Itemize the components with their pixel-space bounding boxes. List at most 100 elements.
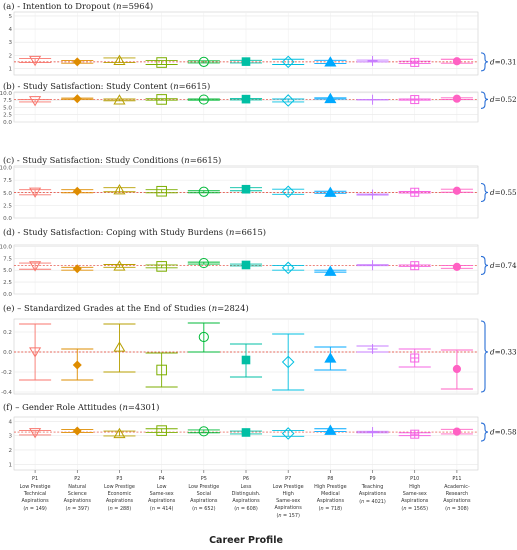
- category-label-line: Aspirations: [64, 498, 92, 504]
- data-point-marker: [72, 57, 82, 67]
- category-label-line: High: [283, 491, 294, 497]
- y-tick-label: 2: [8, 448, 12, 454]
- category-label-line: Academic-: [444, 484, 470, 490]
- data-point-marker: [452, 262, 462, 271]
- category-code: P11: [452, 476, 461, 482]
- data-point-marker: [241, 260, 251, 270]
- category-sample-size: (n = 288): [108, 506, 132, 512]
- effect-brace: [480, 91, 489, 109]
- data-point-marker: [241, 184, 251, 194]
- y-tick-label: 0.0: [3, 120, 12, 126]
- category-label-line: Less: [241, 484, 252, 490]
- category-code: P4: [159, 476, 165, 482]
- y-tick-label: -0.4: [1, 390, 12, 396]
- data-point-marker: [452, 364, 462, 374]
- y-tick-label: -0.2: [1, 370, 12, 376]
- panel-title: (b) - Study Satisfaction: Study Content …: [3, 81, 210, 91]
- category-label-line: Aspirations: [401, 498, 429, 504]
- panel-e: (e) – Standardized Grades at the End of …: [1, 303, 517, 396]
- data-point-marker: [72, 426, 82, 436]
- y-tick-label: 0.0: [3, 216, 12, 222]
- data-point-marker: [72, 94, 82, 104]
- data-point-marker: [281, 55, 295, 69]
- category-sample-size: (n = 397): [66, 506, 90, 512]
- y-tick-label: 2.5: [3, 280, 12, 286]
- category-label-line: Low Prestige: [20, 484, 51, 490]
- data-point-marker: [29, 187, 42, 198]
- category-label-line: Social: [197, 491, 212, 497]
- data-point-marker: [198, 56, 209, 67]
- data-point-marker: [198, 186, 209, 197]
- category-label-line: Medical: [321, 491, 340, 497]
- panel-title: (a) - Intention to Dropout (n=5964): [3, 1, 153, 11]
- y-tick-label: 2.5: [3, 203, 12, 209]
- panel-c: (c) - Study Satisfaction: Study Conditio…: [0, 155, 517, 222]
- y-tick-label: 2.5: [3, 113, 12, 119]
- y-tick-label: 10.0: [0, 91, 12, 97]
- data-point-marker: [156, 185, 167, 197]
- data-point-marker: [241, 355, 251, 365]
- data-point-marker: [156, 425, 167, 436]
- panel-title: (e) – Standardized Grades at the End of …: [3, 303, 249, 313]
- category-label-line: Aspirations: [359, 491, 387, 497]
- category-code: P9: [370, 476, 376, 482]
- data-point-marker: [452, 94, 462, 103]
- y-tick-label: 5.0: [3, 105, 12, 111]
- y-tick-label: 5.0: [3, 191, 12, 197]
- data-point-marker: [324, 352, 337, 363]
- category-sample-size: (n = 149): [23, 506, 47, 512]
- y-tick-label: 7.5: [3, 98, 12, 104]
- data-point-marker: [29, 347, 42, 358]
- category-code: P1: [32, 476, 38, 482]
- y-tick-label: 7.5: [3, 256, 12, 262]
- effect-brace: [480, 422, 489, 442]
- category-label-line: High: [409, 484, 420, 490]
- data-point-marker: [452, 186, 462, 195]
- category-label-line: Research: [446, 491, 468, 497]
- panel-b: (b) - Study Satisfaction: Study Content …: [0, 81, 517, 126]
- y-tick-label: 5: [8, 14, 12, 20]
- category-sample-size: (n = 1565): [401, 506, 428, 512]
- category-code: P5: [201, 476, 207, 482]
- y-tick-label: 10.0: [0, 244, 12, 250]
- data-point-marker: [113, 260, 126, 271]
- data-point-marker: [241, 57, 251, 66]
- effect-size-label: d=0.585: [490, 428, 517, 437]
- panel-a: (a) - Intention to Dropout (n=5964) 1 2 3 4 5…: [3, 1, 517, 76]
- data-point-marker: [198, 426, 209, 437]
- category-code: P2: [74, 476, 80, 482]
- category-label-line: Aspirations: [148, 498, 176, 504]
- effect-brace: [480, 52, 489, 72]
- category-sample-size: (n = 414): [150, 506, 174, 512]
- effect-brace: [480, 255, 489, 276]
- category-label-line: Same-sex: [276, 498, 300, 504]
- x-axis-title: Career Profile: [209, 535, 283, 546]
- category-label-line: Aspirations: [106, 498, 134, 504]
- category-label-line: Natural: [68, 484, 86, 490]
- panel-title: (d) - Study Satisfaction: Coping with St…: [3, 227, 266, 237]
- category-sample-size: (n = 4021): [359, 499, 386, 505]
- panel-f: (f) – Gender Role Attitudes (n=4301) 1 2 3 4…: [3, 402, 517, 471]
- y-tick-label: 4: [8, 419, 12, 425]
- category-label-line: Aspirations: [317, 498, 345, 504]
- category-label-line: Low Prestige: [104, 484, 135, 490]
- data-point-marker: [72, 186, 82, 196]
- category-sample-size: (n = 308): [445, 506, 469, 512]
- y-tick-label: 10.0: [0, 166, 12, 172]
- data-point-marker: [198, 94, 209, 105]
- category-sample-size: (n = 718): [319, 506, 343, 512]
- y-tick-label: 0.2: [3, 330, 12, 336]
- data-point-marker: [29, 261, 42, 272]
- data-point-marker: [281, 94, 295, 107]
- data-point-marker: [113, 94, 126, 105]
- category-code: P8: [327, 476, 333, 482]
- category-label-line: Aspirations: [21, 498, 49, 504]
- data-point-marker: [281, 355, 295, 369]
- category-label-line: Same-sex: [150, 491, 174, 497]
- data-point-marker: [156, 261, 167, 272]
- category-code: P7: [285, 476, 291, 482]
- category-label-line: Distinguish.: [232, 491, 261, 497]
- category-label-line: Economic: [108, 491, 132, 497]
- data-point-marker: [198, 331, 209, 343]
